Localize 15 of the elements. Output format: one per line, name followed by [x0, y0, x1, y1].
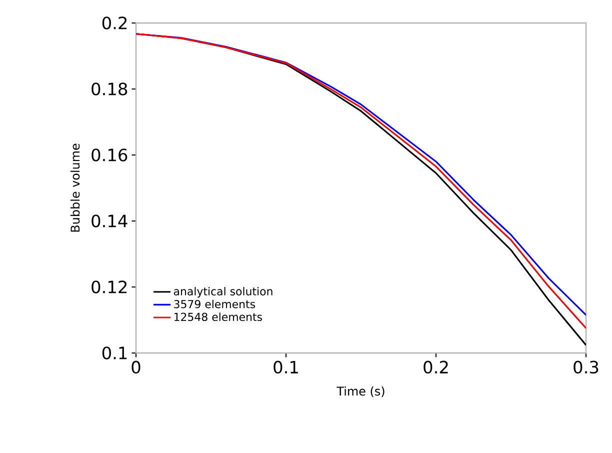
- legend-label: 3579 elements: [174, 300, 255, 308]
- x-tick-label: 0.1: [274, 360, 298, 374]
- x-tick-label: 0: [132, 360, 140, 374]
- x-axis-title: Time (s): [336, 386, 384, 398]
- y-tick-label: 0.1: [102, 346, 127, 360]
- y-tick-label: 0.12: [92, 280, 127, 294]
- legend-label: 12548 elements: [174, 312, 262, 322]
- y-tick-label: 0.18: [92, 82, 128, 96]
- y-tick-label: 0.2: [102, 16, 127, 30]
- y-tick-label: 0.14: [92, 214, 128, 228]
- x-tick-label: 0.2: [424, 360, 448, 374]
- y-tick-label: 0.16: [92, 148, 128, 162]
- legend-label: analytical solution: [174, 286, 272, 298]
- x-tick-label: 0.3: [574, 360, 598, 374]
- y-axis-title: Bubble volume: [70, 144, 80, 232]
